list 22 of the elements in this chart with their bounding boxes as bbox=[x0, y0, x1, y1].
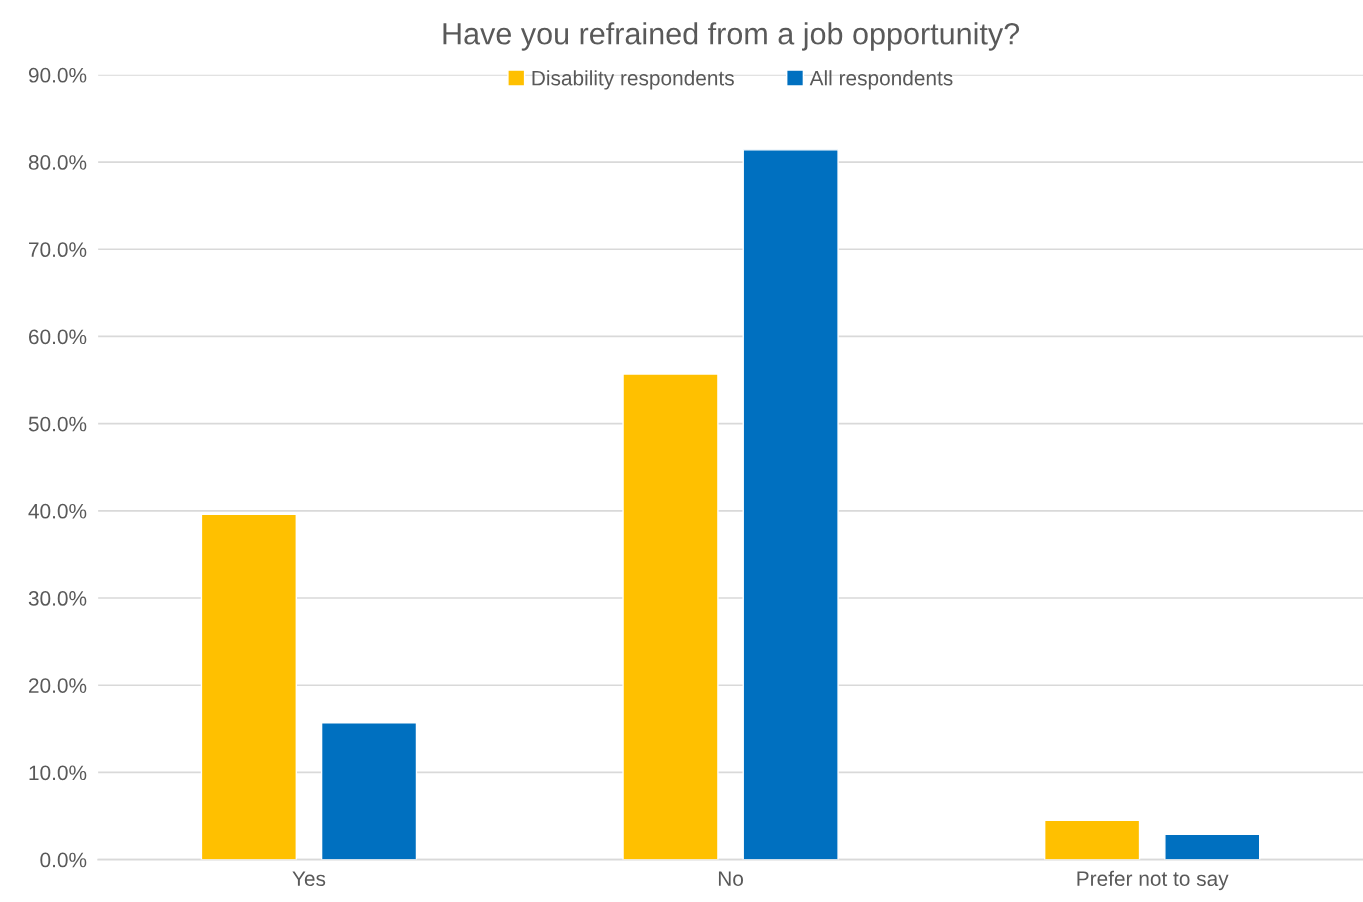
y-tick-label: 50.0% bbox=[28, 416, 87, 432]
y-tick-label: 30.0% bbox=[28, 591, 87, 606]
x-tick-label: Prefer not to say bbox=[1077, 870, 1229, 891]
bar bbox=[1164, 833, 1261, 860]
x-tick-label: Yes bbox=[292, 871, 326, 887]
y-tick-label: 80.0% bbox=[28, 155, 87, 170]
legend-label: All respondents bbox=[809, 70, 953, 90]
y-tick-label: 70.0% bbox=[29, 242, 87, 258]
bar bbox=[320, 722, 418, 860]
y-tick-label: 20.0% bbox=[29, 678, 87, 693]
bar bbox=[200, 513, 297, 860]
legend-label: Disability respondents bbox=[532, 70, 734, 90]
y-tick-label: 40.0% bbox=[28, 503, 87, 519]
chart-title: Have you refrained from a job opportunity? bbox=[443, 22, 1020, 51]
bar bbox=[622, 373, 719, 860]
y-tick-label: 60.0% bbox=[29, 329, 87, 345]
x-tick-label: No bbox=[718, 871, 744, 887]
y-tick-label: 0.0% bbox=[40, 852, 87, 868]
bar bbox=[742, 149, 839, 860]
y-tick-label: 90.0% bbox=[28, 67, 87, 83]
y-tick-label: 10.0% bbox=[29, 765, 87, 781]
bar bbox=[1043, 819, 1141, 860]
